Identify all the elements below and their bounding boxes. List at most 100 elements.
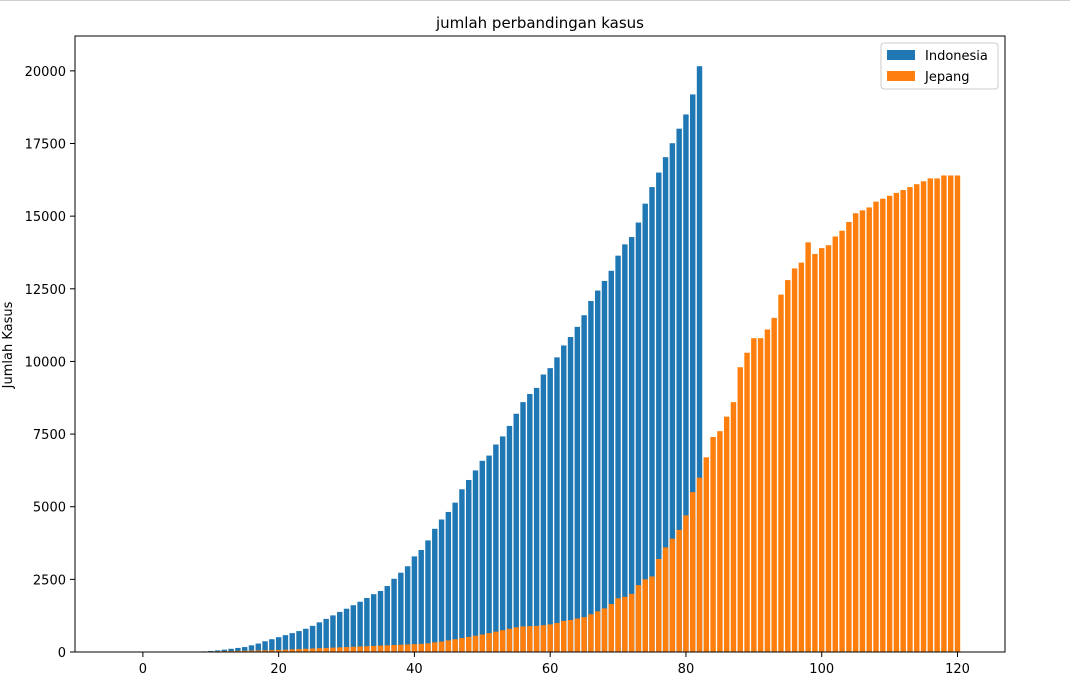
bar-indonesia-37 (391, 578, 397, 652)
bar-jepang-95 (785, 280, 791, 652)
bar-indonesia-14 (235, 647, 241, 652)
bar-jepang-111 (893, 192, 900, 652)
bar-jepang-76 (656, 559, 662, 652)
legend: Indonesia Jepang (880, 42, 999, 90)
bar-jepang-48 (466, 636, 472, 652)
bar-indonesia-59 (540, 374, 547, 652)
bar-jepang-118 (941, 175, 947, 652)
bar-indonesia-41 (418, 550, 424, 652)
y-tick-label: 0 (58, 646, 66, 661)
bar-jepang-82 (696, 477, 703, 652)
bar-jepang-119 (947, 175, 954, 652)
bar-jepang-89 (744, 352, 750, 652)
bar-jepang-25 (309, 648, 316, 652)
bar-indonesia-48 (466, 479, 472, 652)
bar-indonesia-23 (296, 631, 302, 652)
bar-jepang-58 (533, 625, 540, 652)
bar-indonesia-67 (594, 290, 601, 652)
bar-jepang-96 (791, 268, 798, 652)
bar-indonesia-36 (384, 586, 390, 652)
bar-jepang-32 (357, 646, 363, 652)
bar-jepang-37 (391, 645, 397, 652)
bar-indonesia-12 (221, 649, 228, 652)
bar-jepang-45 (445, 640, 452, 652)
bar-indonesia-30 (343, 608, 350, 652)
y-tick-label: 10000 (25, 355, 66, 370)
bar-jepang-73 (635, 585, 642, 652)
y-axis-label: Jumlah Kasus (1, 301, 16, 389)
bar-indonesia-72 (628, 237, 635, 652)
bar-jepang-27 (323, 647, 329, 652)
legend-swatch-jepang (887, 71, 915, 81)
bar-jepang-74 (642, 579, 648, 652)
bar-indonesia-18 (262, 641, 268, 652)
bar-indonesia-77 (662, 157, 669, 653)
bar-jepang-102 (832, 236, 839, 653)
bar-indonesia-74 (642, 203, 648, 652)
bar-jepang-49 (472, 635, 479, 652)
bar-jepang-52 (493, 631, 499, 652)
bar-indonesia-65 (581, 315, 587, 652)
bar-jepang-20 (275, 649, 282, 652)
bar-indonesia-51 (486, 455, 492, 652)
x-tick-label: 60 (542, 662, 559, 677)
y-tick-label: 15000 (25, 210, 66, 225)
bar-indonesia-38 (398, 572, 404, 652)
bar-jepang-30 (343, 647, 350, 652)
bar-indonesia-73 (635, 222, 642, 653)
bar-jepang-62 (561, 620, 567, 652)
bar-jepang-113 (907, 187, 913, 652)
bar-indonesia-28 (330, 615, 336, 652)
bar-jepang-40 (411, 644, 418, 652)
bar-jepang-100 (819, 248, 825, 653)
bar-jepang-90 (751, 338, 757, 652)
bar-indonesia-20 (275, 637, 282, 652)
bar-indonesia-40 (411, 556, 418, 652)
bar-jepang-36 (384, 645, 390, 652)
bar-indonesia-17 (255, 643, 261, 652)
bar-jepang-117 (934, 178, 940, 652)
bar-jepang-99 (812, 253, 818, 653)
bar-jepang-38 (398, 644, 404, 652)
bar-jepang-19 (269, 650, 275, 652)
bar-jepang-13 (228, 650, 234, 652)
bar-jepang-86 (723, 416, 730, 652)
bar-indonesia-61 (554, 357, 560, 652)
bar-jepang-33 (364, 646, 370, 652)
bar-indonesia-50 (479, 460, 486, 652)
bar-indonesia-33 (364, 597, 370, 652)
bar-indonesia-13 (228, 648, 234, 652)
bar-jepang-116 (927, 178, 934, 652)
bar-indonesia-27 (323, 618, 329, 652)
bar-jepang-50 (479, 634, 486, 652)
bar-indonesia-22 (289, 633, 295, 652)
bar-jepang-28 (330, 647, 336, 652)
bar-jepang-72 (628, 593, 635, 652)
legend-label-indonesia: Indonesia (925, 49, 988, 64)
bar-jepang-75 (649, 576, 655, 652)
bar-indonesia-68 (601, 280, 608, 652)
bar-jepang-94 (778, 294, 784, 652)
bar-jepang-61 (554, 622, 560, 652)
bar-jepang-44 (438, 641, 445, 652)
bar-jepang-101 (825, 245, 832, 652)
bar-jepang-79 (676, 529, 682, 652)
bar-jepang-108 (873, 201, 879, 652)
bar-indonesia-26 (316, 622, 323, 652)
bar-jepang-55 (513, 627, 519, 652)
bar-indonesia-81 (690, 94, 696, 652)
bar-indonesia-21 (282, 635, 289, 652)
bar-jepang-112 (900, 190, 906, 652)
bar-jepang-93 (771, 317, 777, 652)
bar-indonesia-24 (303, 628, 309, 652)
bar-indonesia-49 (472, 470, 479, 652)
bar-jepang-70 (615, 598, 621, 652)
bar-jepang-53 (499, 630, 506, 652)
bar-jepang-51 (486, 633, 492, 652)
bar-indonesia-56 (520, 402, 526, 652)
window-top-border (0, 0, 1070, 1)
bar-indonesia-34 (370, 594, 377, 652)
bar-jepang-18 (262, 650, 268, 652)
y-tick-label: 20000 (25, 65, 66, 80)
